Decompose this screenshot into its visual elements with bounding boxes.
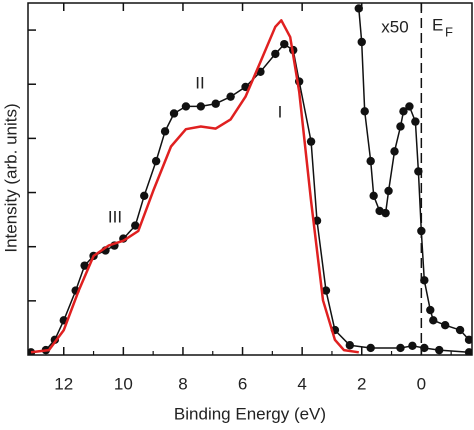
data-point (140, 191, 149, 200)
data-point (411, 117, 420, 126)
data-point (435, 345, 444, 355)
data-point (306, 137, 316, 146)
data-point (420, 276, 429, 285)
data-point (381, 208, 390, 218)
data-point (420, 343, 429, 353)
data-point (384, 186, 393, 196)
y-axis-label: Intensity (arb. units) (1, 103, 20, 252)
data-point (405, 102, 414, 111)
data-point (357, 37, 366, 47)
data-point (366, 343, 375, 353)
data-point (360, 107, 369, 116)
plot-area (28, 4, 472, 355)
data-point (396, 122, 405, 131)
data-point (321, 286, 331, 295)
data-point (464, 335, 472, 345)
data-point (196, 102, 206, 111)
data-point (181, 102, 191, 111)
data-line (358, 8, 470, 341)
annotation: x50 (381, 17, 408, 36)
data-line (30, 43, 470, 354)
data-point (131, 221, 140, 230)
plot-frame (27, 2, 473, 356)
data-point (345, 341, 355, 350)
annotation: II (195, 73, 204, 92)
data-point (396, 343, 405, 353)
fermi-label: E (432, 15, 443, 34)
data-point (399, 107, 408, 116)
fit-line (30, 19, 359, 354)
data-point (280, 39, 289, 49)
data-point (408, 341, 417, 350)
x-tick-label: 10 (114, 374, 133, 393)
data-point (455, 325, 465, 335)
data-point (426, 305, 435, 315)
data-point (366, 156, 375, 166)
data-point (160, 127, 170, 136)
data-point (440, 321, 450, 330)
data-point (211, 99, 220, 108)
x-tick-label: 8 (178, 374, 187, 393)
x-tick-label: 2 (357, 374, 366, 393)
x-tick-label: 0 (417, 374, 426, 393)
data-point (414, 167, 423, 176)
x-tick-label: 4 (297, 374, 306, 393)
data-point (169, 109, 179, 118)
data-point (151, 156, 161, 166)
x-tick-label: 6 (238, 374, 247, 393)
annotation: III (108, 207, 122, 226)
data-point (271, 49, 280, 59)
fermi-label-sub: F (445, 24, 453, 39)
data-point (464, 348, 472, 355)
data-point (417, 226, 426, 236)
data-point (226, 92, 235, 101)
data-point (429, 316, 438, 325)
data-point (80, 261, 89, 270)
data-point (369, 191, 378, 200)
x-tick-label: 12 (54, 374, 73, 393)
annotation: I (278, 102, 283, 121)
data-point (390, 147, 399, 156)
x-axis-label: Binding Energy (eV) (174, 404, 326, 423)
data-point (354, 4, 363, 13)
